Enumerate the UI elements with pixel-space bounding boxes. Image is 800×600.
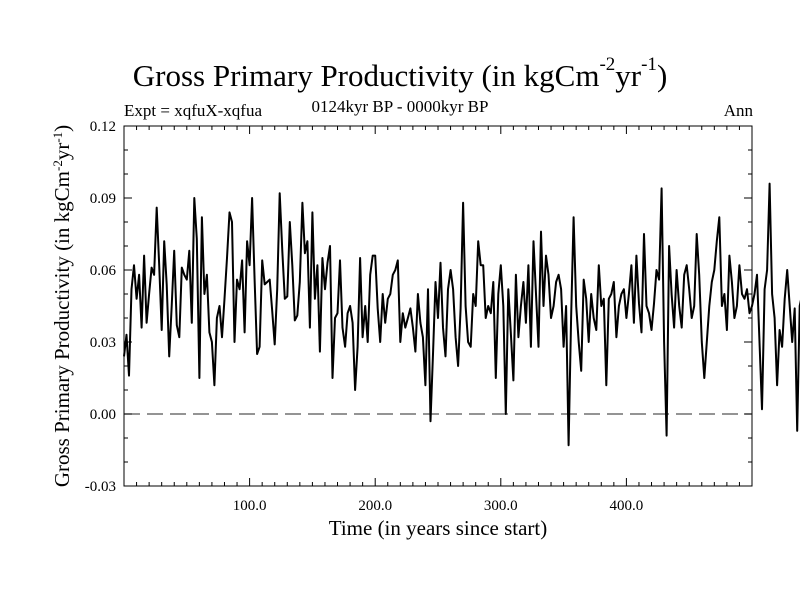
y-axis-label: Gross Primary Productivity (in kgCm-2yr-… xyxy=(50,125,74,487)
y-tick-label: 0.00 xyxy=(90,407,116,423)
y-tick-label: -0.03 xyxy=(85,479,116,495)
gpp-series-line xyxy=(123,182,800,447)
x-tick-label: 200.0 xyxy=(358,498,392,514)
chart-subtitle: 0124kyr BP - 0000kyr BP xyxy=(311,97,489,116)
experiment-label: Expt = xqfuX-xqfua xyxy=(124,101,263,120)
season-label: Ann xyxy=(723,101,753,120)
y-tick-label: 0.06 xyxy=(90,263,117,279)
x-tick-label: 300.0 xyxy=(484,498,518,514)
chart-title: Gross Primary Productivity (in kgCm-2yr-… xyxy=(132,54,668,93)
y-tick-label: 0.12 xyxy=(90,119,116,135)
axis-ticks: 100.0 200.0 300.0 400.0 -0.03 0.00 0.03 0.06 0.0… xyxy=(85,119,752,514)
x-tick-label: 100.0 xyxy=(233,498,267,514)
y-tick-label: 0.03 xyxy=(90,335,116,351)
y-tick-label: 0.09 xyxy=(90,191,116,207)
x-axis-label: Time (in years since start) xyxy=(329,516,548,540)
x-tick-label: 400.0 xyxy=(610,498,644,514)
